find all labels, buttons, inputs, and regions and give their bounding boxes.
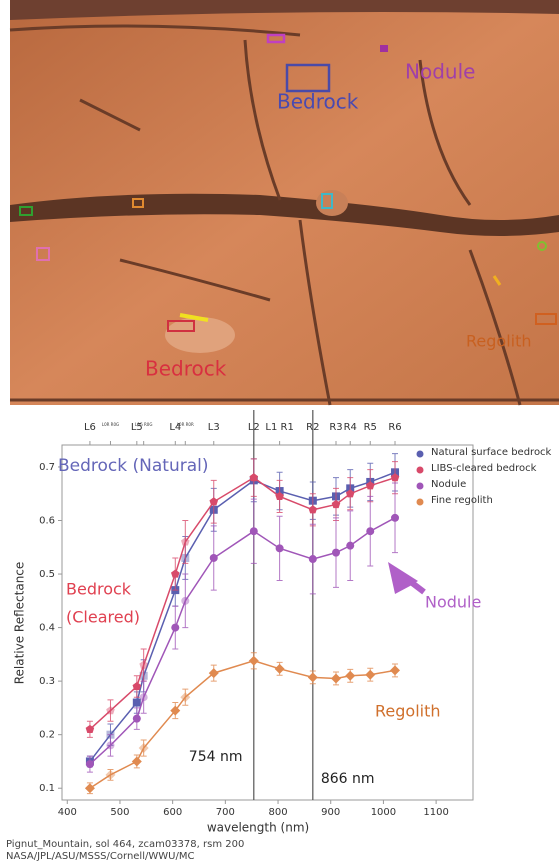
legend-marker: [414, 465, 426, 475]
data-point: [346, 542, 354, 550]
data-point: [105, 770, 115, 780]
legend-label: LIBS-cleared bedrock: [431, 463, 536, 474]
data-point: [140, 693, 148, 701]
photo-label: Nodule: [405, 60, 475, 84]
reference-label: 866 nm: [321, 771, 375, 787]
data-point: [210, 554, 218, 562]
data-point: [250, 473, 259, 481]
filter-label: L0R R0G: [102, 422, 119, 427]
data-point: [390, 665, 400, 675]
data-point: [249, 656, 259, 666]
data-point: [133, 682, 142, 690]
x-tick-label: 900: [321, 807, 340, 818]
legend: Natural surface bedrock LIBS-cleared bedr…: [414, 447, 554, 511]
x-tick-label: 600: [163, 807, 182, 818]
legend-symbol: [417, 483, 424, 490]
data-point: [86, 760, 94, 768]
y-tick-label: 0.5: [39, 569, 55, 580]
legend-entry: Fine regolith: [414, 495, 554, 507]
annotation: Bedrock: [66, 580, 132, 599]
reference-label: 754 nm: [189, 749, 243, 765]
data-point: [275, 664, 285, 674]
filter-label: R5: [364, 422, 377, 433]
legend-marker: [414, 497, 426, 507]
data-point: [132, 756, 142, 766]
x-tick-label: 400: [58, 807, 77, 818]
data-point: [332, 500, 341, 508]
data-point: [139, 661, 148, 669]
photo-label: Regolith: [466, 332, 532, 351]
caption: NASA/JPL/ASU/MSSS/Cornell/WWU/MC: [6, 851, 194, 862]
x-tick-label: 1100: [423, 807, 448, 818]
filter-label: L1 R1: [265, 422, 293, 433]
annotation: Regolith: [375, 702, 441, 721]
annotation: Bedrock (Natural): [58, 456, 209, 476]
data-point: [209, 497, 218, 505]
data-point: [332, 549, 340, 557]
filter-label: L0G R0G: [135, 422, 153, 427]
data-point: [171, 624, 179, 632]
data-point: [133, 715, 141, 723]
caption: Pignut_Mountain, sol 464, zcam03378, rsm…: [6, 839, 244, 850]
legend-label: Fine regolith: [431, 495, 493, 506]
y-axis-label: Relative Reflectance: [13, 562, 27, 685]
filter-label: R6: [388, 422, 401, 433]
legend-marker: [414, 481, 426, 491]
legend-label: Natural surface bedrock: [431, 447, 551, 458]
data-point: [309, 505, 318, 513]
data-point: [345, 671, 355, 681]
filter-label: L0R R0R: [177, 422, 194, 427]
data-point: [85, 783, 95, 793]
legend-symbol: [417, 451, 424, 458]
y-tick-label: 0.3: [39, 676, 55, 687]
filter-label: L6: [84, 422, 96, 433]
data-point: [250, 527, 258, 535]
series-line: [90, 661, 395, 788]
annotation: (Cleared): [66, 608, 140, 627]
y-tick-label: 0.4: [39, 623, 55, 634]
legend-entry: LIBS-cleared bedrock: [414, 463, 554, 475]
filter-label: L3: [208, 422, 220, 433]
data-point: [366, 527, 374, 535]
x-tick-label: 1000: [371, 807, 396, 818]
series-line: [90, 518, 395, 764]
data-point: [391, 514, 399, 522]
legend-entry: Natural surface bedrock: [414, 447, 554, 459]
data-point: [276, 544, 284, 552]
data-point: [133, 699, 141, 707]
data-point: [365, 670, 375, 680]
data-point: [106, 741, 114, 749]
filter-label: R3: [329, 422, 342, 433]
photo: Nodule Bedrock Bedrock Regolith: [10, 0, 559, 405]
x-axis-label: wavelength (nm): [207, 821, 309, 835]
y-tick-label: 0.6: [39, 515, 55, 526]
legend-symbol: [417, 499, 424, 506]
y-tick-label: 0.1: [39, 783, 55, 794]
legend-label: Nodule: [431, 479, 466, 490]
x-tick-label: 700: [216, 807, 235, 818]
photo-label: Bedrock: [145, 357, 227, 381]
y-tick-label: 0.7: [39, 462, 55, 473]
data-point: [181, 597, 189, 605]
data-point: [171, 570, 180, 578]
figure: Nodule Bedrock Bedrock Regolith Relative…: [0, 0, 559, 863]
photo-label: Bedrock: [277, 90, 359, 114]
y-tick-label: 0.2: [39, 730, 55, 741]
page: Nodule Bedrock Bedrock Regolith Relative…: [0, 0, 559, 863]
legend-entry: Nodule: [414, 479, 554, 491]
x-tick-label: 500: [110, 807, 129, 818]
annotation: Nodule: [425, 593, 481, 612]
data-point: [331, 673, 341, 683]
x-tick-label: 800: [268, 807, 287, 818]
data-point: [309, 555, 317, 563]
legend-marker: [414, 449, 426, 459]
legend-symbol: [417, 467, 424, 474]
data-point: [308, 672, 318, 682]
filter-label: R4: [344, 422, 357, 433]
